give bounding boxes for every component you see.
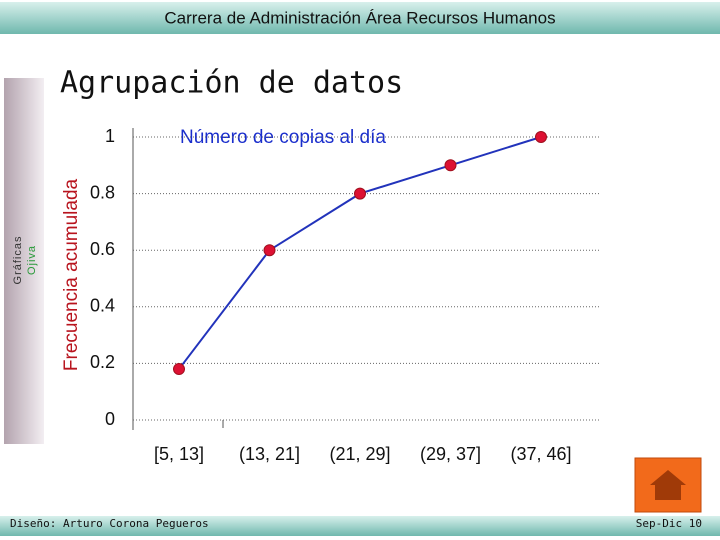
y-tick-label: 0 (105, 409, 115, 429)
sidebar-label: Ojiva (26, 245, 38, 275)
footer-date: Sep-Dic 10 (636, 517, 702, 530)
header-bar (0, 2, 720, 34)
sidebar-label: Gráficas (12, 236, 24, 285)
y-tick-label: 1 (105, 126, 115, 146)
y-tick-label: 0.2 (90, 352, 115, 372)
marker (173, 363, 185, 376)
home-button[interactable] (634, 457, 702, 513)
line (178, 136, 542, 370)
marker (354, 187, 366, 200)
home-icon[interactable] (650, 470, 686, 500)
slide-title: Agrupación de datos (60, 66, 403, 101)
header: Carrera de Administración Área Recursos … (164, 8, 555, 27)
footer-bar (0, 516, 720, 536)
y-tick-label: 0.6 (90, 239, 115, 259)
x-tick-label: (21, 29] (329, 444, 390, 464)
y-tick-label: 0.4 (90, 296, 115, 316)
x-tick-label: (29, 37] (420, 444, 481, 464)
marker (535, 131, 547, 143)
sidebar (4, 78, 44, 444)
x-tick-label: (13, 21] (239, 444, 300, 464)
x-tick-label: [5, 13] (154, 444, 204, 464)
chart-title: Número de copias al día (180, 127, 386, 148)
x-tick-label: (37, 46] (510, 444, 571, 464)
marker (444, 159, 457, 172)
footer-author: Diseño: Arturo Corona Pegueros (10, 517, 209, 530)
y-axis-label: Frecuencia acumulada (61, 178, 82, 371)
y-tick-label: 0.8 (90, 182, 115, 202)
marker (263, 244, 276, 257)
